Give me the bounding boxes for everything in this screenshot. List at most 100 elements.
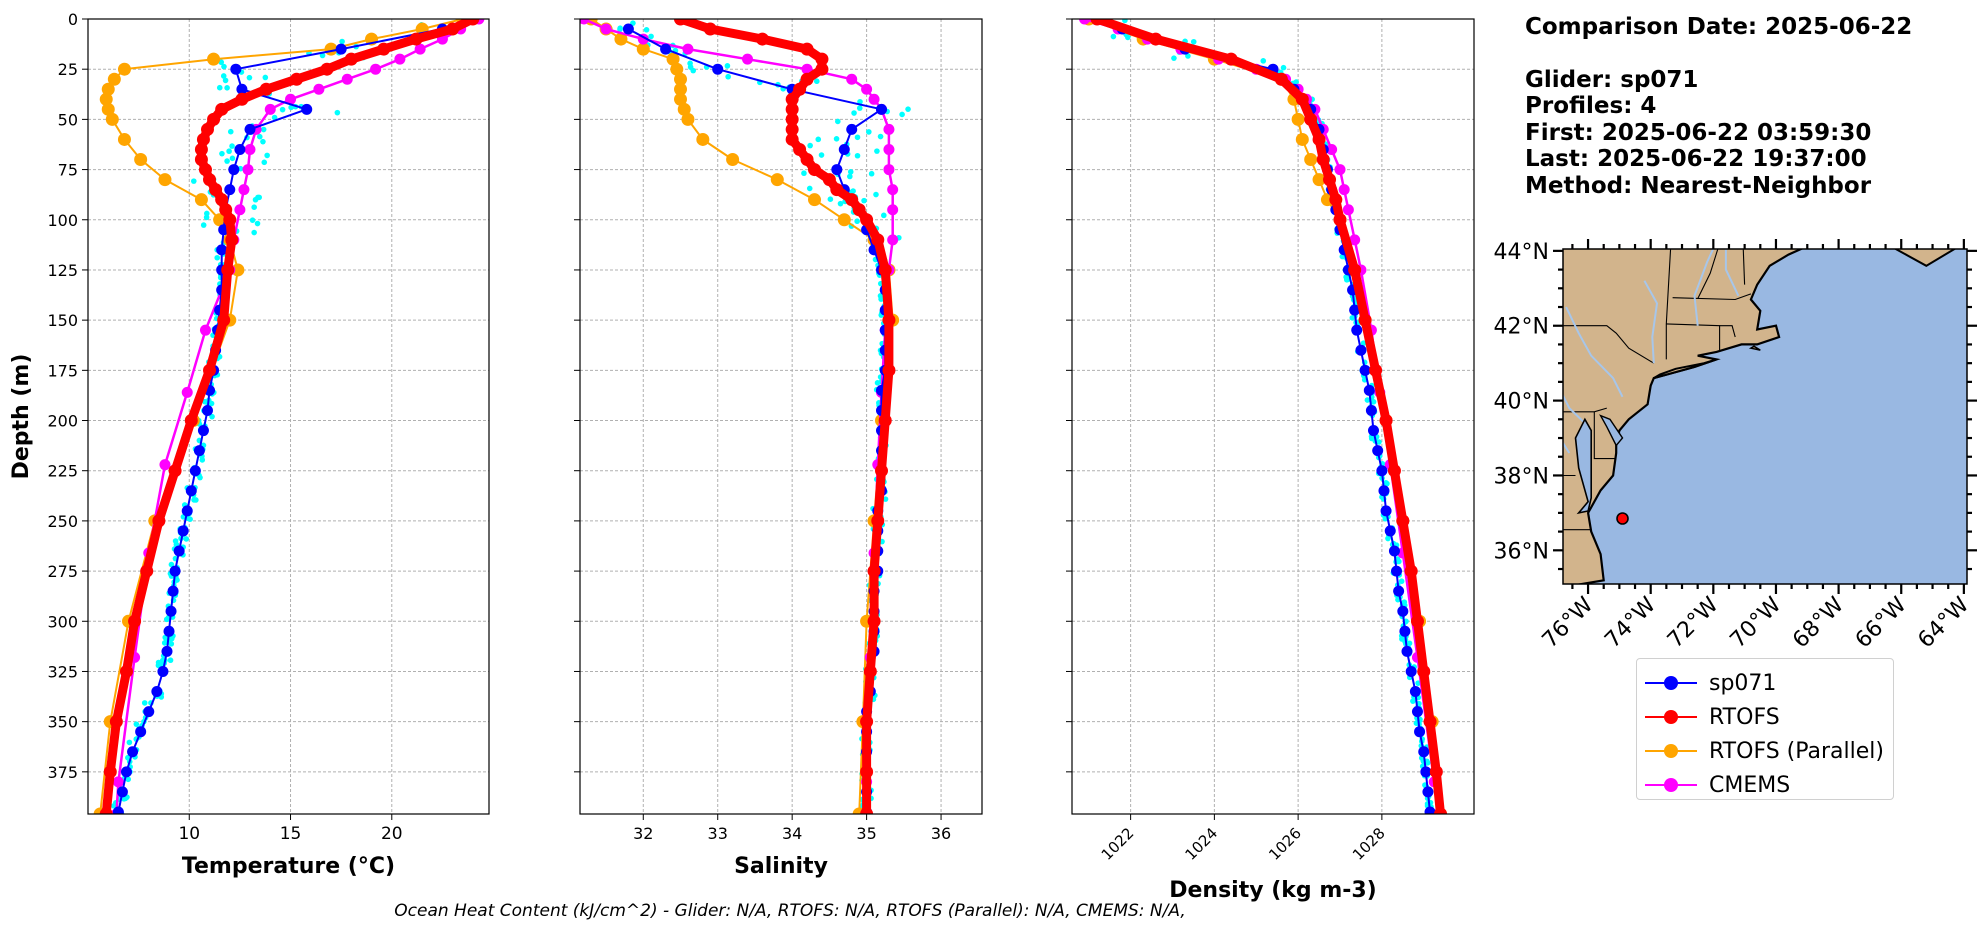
series-point [1224,52,1238,66]
glider-raw-point [1171,55,1177,61]
series-point [876,103,887,115]
series-point [244,143,256,155]
y-tick-label: 200 [47,412,78,431]
series-point [128,614,142,628]
series-point [225,233,239,247]
x-tick-label: 15 [280,824,302,844]
axes-frame [87,18,490,815]
state-border [1593,411,1617,460]
series-point [1429,765,1443,779]
glider-position-marker [1616,512,1629,525]
series-point [213,213,227,227]
series-point [313,83,325,95]
glider-raw-point [220,73,227,79]
glider-raw-point [866,129,872,135]
glider-raw-point [319,52,326,59]
glider-raw-point [260,138,266,145]
series-point [1304,153,1318,167]
series-point [785,92,799,106]
series-point [101,102,115,116]
glider-raw-point [155,659,162,666]
x-tick-label: 34 [782,824,802,843]
series-point [878,263,892,277]
map-lon-label: 76°W [1538,592,1599,653]
glider-raw-point [854,218,860,225]
series-point [151,686,163,698]
y-tick-label: 375 [47,763,78,782]
glider-raw-point [126,739,133,746]
series-point [446,22,460,36]
series-point [614,32,628,46]
series-point [861,83,873,95]
series-point [230,63,242,75]
series-point [845,193,859,207]
river [1565,306,1624,398]
series-point [1349,304,1361,316]
last-time: Last: 2025-06-22 19:37:00 [1525,146,1867,172]
series-point [140,564,154,578]
river [1643,280,1659,364]
series-point [207,112,221,126]
series-point [1410,614,1424,628]
river [1779,217,1782,247]
glider-raw-point [203,214,210,221]
series-point [1396,514,1410,528]
series-point [830,183,844,197]
series-point [674,72,687,86]
series-point [116,786,128,798]
glider-raw-point [1280,64,1287,71]
map-lat-label: 42°N [1494,315,1549,340]
glider-raw-point [260,126,267,133]
glider-raw-point [168,641,175,647]
map-lon-label: 68°W [1788,592,1849,653]
glider-raw-point [837,200,844,207]
series-point [207,52,221,66]
series-point [1329,193,1343,207]
legend-swatch-rtofs [1645,710,1697,724]
series-point [181,505,193,517]
long-island [1653,358,1717,380]
y-tick-label: 300 [47,612,78,631]
series-point [1417,664,1431,678]
glider-raw-point [216,84,223,91]
series-point [242,164,254,176]
series-point [163,625,175,637]
series-point [1369,363,1383,377]
glider-raw-point [271,114,278,121]
series-point [112,776,124,788]
series-point [1388,545,1400,557]
glider-raw-point [1122,19,1128,24]
series-point [341,73,353,85]
glider-raw-point [807,142,813,149]
series-point [793,142,807,156]
glider-raw-point [1190,38,1197,45]
series-point [169,565,181,577]
comparison-date: Comparison Date: 2025-06-22 [1525,14,1913,40]
series-point [119,664,133,678]
legend-item-cmems: CMEMS [1637,768,1893,802]
series-point [414,43,426,55]
series-point [875,464,888,478]
series-point [181,386,193,398]
glider-raw-point [209,413,215,420]
series-point [860,715,874,729]
glider-raw-point [163,616,170,623]
series-point [215,193,229,207]
x-tick-label: 33 [708,824,728,843]
series-point [1351,324,1363,336]
series-point [1090,19,1104,26]
series-point [867,614,881,628]
series-point [712,63,724,75]
series-point [1379,414,1393,428]
legend-label-rtofs: RTOFS [1709,704,1780,730]
series-point [1295,132,1309,146]
glider-raw-point [197,474,203,481]
glider-raw-point [141,700,148,706]
series-point [184,414,198,428]
legend-item-rtofs-parallel: RTOFS (Parallel) [1637,734,1893,768]
series-point [785,132,799,146]
glider-raw-point [249,217,256,223]
series-point [193,445,205,457]
series-point [196,132,210,146]
x-axis-label: Density (kg m-3) [1169,878,1377,903]
